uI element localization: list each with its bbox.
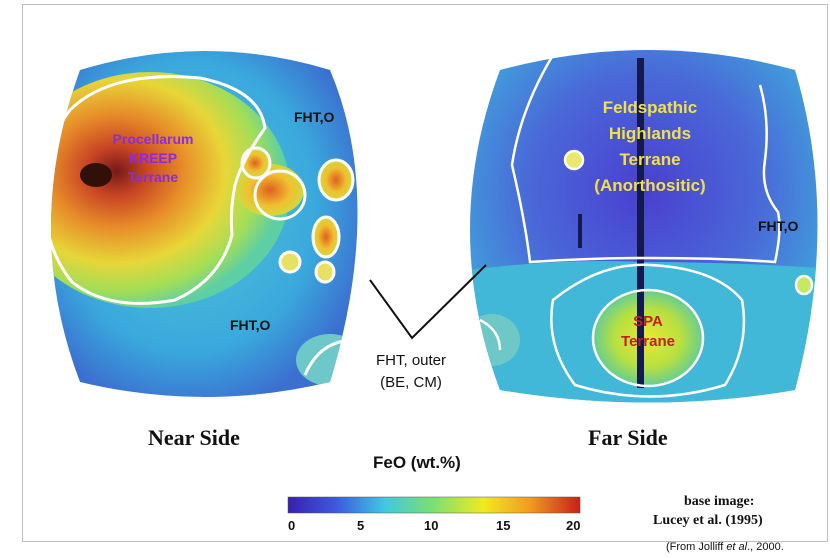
colorbar-title: FeO (wt.%) [373,453,461,472]
near-fhto-upper-label: FHT,O [294,109,335,125]
spa-region [593,290,703,386]
colorbar-tick-20: 20 [566,518,581,533]
pkt-region [51,72,290,308]
from-credit: (From Jolliff et al., 2000. [666,541,784,553]
near-side-map [43,51,358,397]
far-side-boundaries [479,54,814,398]
pkt-label-line3: Terrane [127,169,179,185]
near-side-title: Near Side [148,425,240,450]
far-side-title: Far Side [588,425,668,450]
callout-line1: FHT, outer [375,352,447,369]
colorbar-tick-0: 0 [288,518,296,533]
from-credit-prefix: (From Jolliff [666,541,727,553]
base-image-label: base image: [684,494,755,509]
near-side-boundaries [43,75,356,376]
spa-label-line2: Terrane [621,333,675,350]
colorbar [287,496,581,514]
fht-label-line1: Feldspathic [602,98,698,117]
callout-lines [369,264,487,340]
fht-label-line4: (Anorthositic) [594,176,706,195]
colorbar-tick-10: 10 [424,518,439,533]
from-credit-suffix: ., 2000. [747,541,784,553]
callout-line2: (BE, CM) [380,374,442,391]
spa-label: SPA Terrane [605,312,691,352]
from-credit-etal: et al [726,541,748,553]
pkt-label-line2: KREEP [128,150,178,166]
fht-label: Feldspathic Highlands Terrane (Anorthosi… [560,95,740,199]
fht-label-line2: Highlands [608,124,692,143]
spa-label-line1: SPA [633,313,663,330]
base-image-source: Lucey et al. (1995) [653,513,763,528]
far-fhto-label: FHT,O [758,218,799,234]
colorbar-tick-15: 15 [496,518,511,533]
pkt-label-line1: Procellarum [112,131,194,147]
fht-label-line3: Terrane [619,150,681,169]
near-fhto-lower-label: FHT,O [230,317,271,333]
colorbar-tick-5: 5 [357,518,365,533]
callout-label: FHT, outer (BE, CM) [356,350,466,394]
pkt-label: Procellarum KREEP Terrane [88,130,218,187]
